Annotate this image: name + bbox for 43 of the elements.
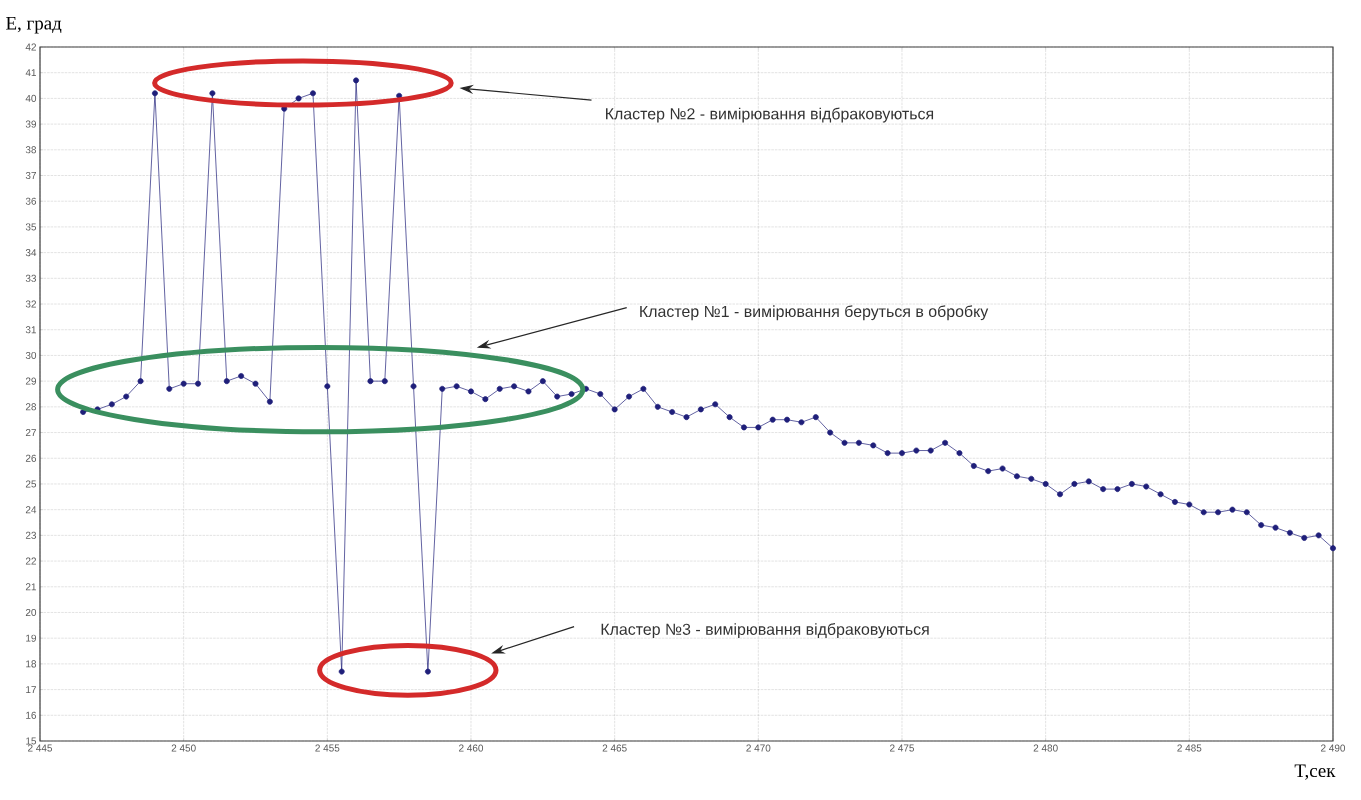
y-tick-label: 35 bbox=[25, 223, 37, 231]
y-tick-label: 32 bbox=[25, 300, 36, 308]
annotation: Кластер №1 - вимірювання беруться в обробку bbox=[640, 305, 989, 321]
y-tick-label: 25 bbox=[25, 480, 37, 488]
x-tick-label: 2 445 bbox=[28, 744, 53, 752]
x-tick-label: 2 490 bbox=[1321, 744, 1346, 752]
y-tick-label: 24 bbox=[25, 506, 37, 514]
y-tick-label: 42 bbox=[25, 43, 36, 51]
y-tick-label: 38 bbox=[25, 146, 37, 154]
x-tick-label: 2 465 bbox=[602, 744, 627, 752]
y-tick-label: 20 bbox=[25, 608, 37, 616]
y-tick-label: 40 bbox=[25, 94, 37, 102]
y-tick-label: 41 bbox=[25, 69, 36, 77]
y-tick-label: 17 bbox=[26, 686, 36, 694]
y-tick-label: 27 bbox=[25, 429, 36, 437]
y-tick-label: 39 bbox=[25, 120, 37, 128]
y-tick-label: 33 bbox=[25, 274, 37, 282]
x-tick-label: 2 450 bbox=[171, 744, 196, 752]
x-tick-label: 2 475 bbox=[890, 744, 915, 752]
y-tick-label: 23 bbox=[25, 531, 37, 539]
x-tick-label: 2 485 bbox=[1177, 744, 1202, 752]
y-tick-label: 21 bbox=[25, 583, 36, 591]
y-tick-label: 16 bbox=[26, 711, 37, 719]
x-tick-label: 2 470 bbox=[746, 744, 771, 752]
y-tick-label: 26 bbox=[25, 454, 37, 462]
x-tick-label: 2 460 bbox=[459, 744, 484, 752]
y-tick-label: 29 bbox=[25, 377, 37, 385]
x-axis-title: T,сек bbox=[1294, 764, 1336, 780]
annotation: Кластер №3 - вимірювання відбраковуються bbox=[601, 623, 929, 639]
y-tick-label: 19 bbox=[26, 634, 37, 642]
y-tick-label: 37 bbox=[25, 171, 36, 180]
annotation: Кластер №2 - вимірювання відбраковуються bbox=[606, 107, 934, 123]
y-tick-label: 30 bbox=[25, 351, 37, 359]
y-tick-label: 31 bbox=[25, 326, 36, 334]
y-axis-title: E, град bbox=[6, 17, 62, 34]
x-tick-label: 2 455 bbox=[315, 744, 340, 752]
y-tick-label: 15 bbox=[26, 737, 37, 745]
x-tick-label: 2 480 bbox=[1033, 744, 1058, 752]
y-tick-label: 36 bbox=[25, 197, 37, 205]
y-tick-label: 18 bbox=[26, 660, 37, 668]
y-tick-label: 28 bbox=[25, 403, 37, 411]
y-tick-label: 22 bbox=[25, 557, 36, 565]
y-tick-label: 34 bbox=[25, 249, 37, 257]
